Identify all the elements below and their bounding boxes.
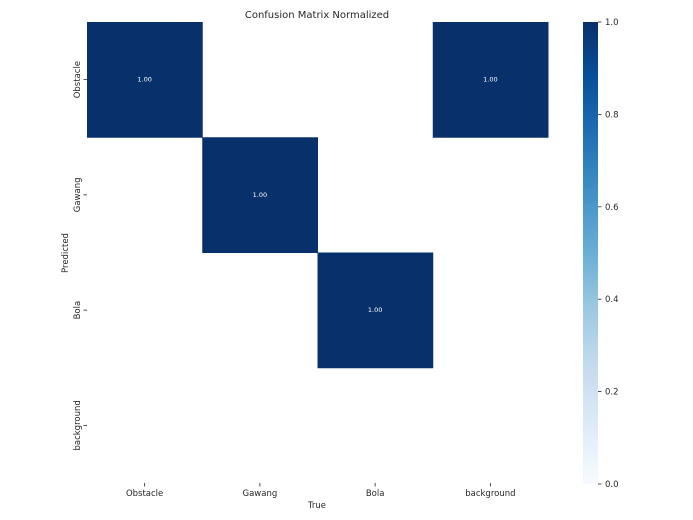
colorbar-tick-label: 0.0 [605,480,619,490]
heatmap-cell-gawang-gawang [202,137,318,253]
y-tick-label-background: background [73,400,83,450]
y-axis-ticks: Obstacle Gawang Bola background [73,61,87,451]
x-tick-label-background: background [465,489,515,499]
y-axis-label: Predicted [61,233,71,273]
colorbar-tick-label: 1.0 [605,18,619,28]
colorbar-tick-label: 0.8 [605,110,619,120]
y-tick-label-obstacle: Obstacle [73,61,83,98]
x-axis-label: True [307,501,326,511]
colorbar-ticks: 0.0 0.2 0.4 0.6 0.8 1.0 [598,18,619,490]
chart-title: Confusion Matrix Normalized [245,10,389,21]
cell-value-label: 1.00 [137,76,151,84]
heatmap-cells [87,22,549,369]
x-axis-ticks: Obstacle Gawang Bola background [126,483,516,499]
colorbar-tick-label: 0.2 [605,388,619,398]
y-tick-label-bola: Bola [73,301,83,320]
cell-value-label: 1.00 [483,76,497,84]
heatmap-cell-obstacle-background [432,22,549,138]
colorbar-tick-label: 0.4 [605,295,619,305]
colorbar: 0.0 0.2 0.4 0.6 0.8 1.0 [583,18,619,490]
heatmap-cell-bola-bola [317,252,434,369]
y-tick-label-gawang: Gawang [73,178,83,213]
colorbar-tick-label: 0.6 [605,203,619,213]
heatmap-cell-obstacle-obstacle [87,22,203,138]
heatmap-cell-labels: 1.00 1.00 1.00 1.00 [137,76,497,315]
x-tick-label-gawang: Gawang [243,489,278,499]
cell-value-label: 1.00 [368,306,382,314]
x-tick-label-obstacle: Obstacle [126,489,163,499]
colorbar-gradient [583,22,598,484]
cell-value-label: 1.00 [253,191,267,199]
x-tick-label-bola: Bola [366,489,385,499]
